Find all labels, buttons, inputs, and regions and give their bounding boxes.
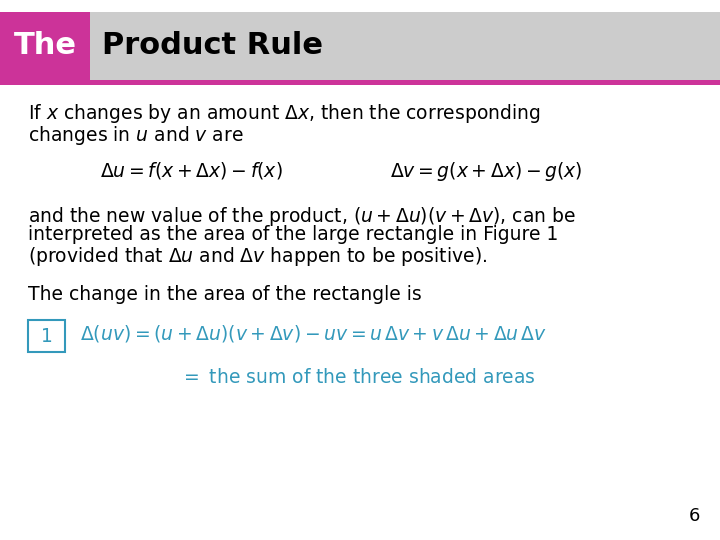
FancyBboxPatch shape [0,80,720,85]
Text: 1: 1 [40,327,53,346]
Text: The change in the area of the rectangle is: The change in the area of the rectangle … [28,285,422,304]
Text: $\Delta u = f(x + \Delta x) - f(x)$: $\Delta u = f(x + \Delta x) - f(x)$ [100,160,283,181]
Text: and the new value of the product, $(u + \Delta u)(v + \Delta v)$, can be: and the new value of the product, $(u + … [28,205,576,228]
FancyBboxPatch shape [0,12,90,80]
Text: Product Rule: Product Rule [102,31,323,60]
Text: (provided that $\Delta u$ and $\Delta v$ happen to be positive).: (provided that $\Delta u$ and $\Delta v$… [28,245,487,268]
Text: changes in $u$ and $v$ are: changes in $u$ and $v$ are [28,124,243,147]
Text: If $x$ changes by an amount $\Delta x$, then the corresponding: If $x$ changes by an amount $\Delta x$, … [28,102,541,125]
Text: $\Delta v = g(x + \Delta x) - g(x)$: $\Delta v = g(x + \Delta x) - g(x)$ [390,160,582,183]
Bar [28,320,65,352]
Text: The: The [14,31,76,60]
Text: $\Delta(uv) = (u + \Delta u)(v + \Delta v) - uv = u\,\Delta v + v\,\Delta u + \D: $\Delta(uv) = (u + \Delta u)(v + \Delta … [80,323,547,344]
Text: 6: 6 [688,507,700,525]
Text: $=$ the sum of the three shaded areas: $=$ the sum of the three shaded areas [180,368,536,387]
FancyBboxPatch shape [0,12,720,80]
Text: interpreted as the area of the large rectangle in Figure 1: interpreted as the area of the large rec… [28,225,559,244]
